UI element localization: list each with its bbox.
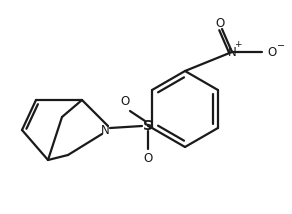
Text: S: S: [143, 119, 153, 133]
Text: +: +: [234, 40, 242, 49]
Text: N: N: [228, 46, 237, 58]
Text: O: O: [120, 95, 130, 107]
Text: N: N: [101, 123, 110, 137]
Text: O: O: [143, 153, 153, 165]
Text: O: O: [267, 46, 277, 58]
Text: O: O: [215, 16, 225, 30]
Text: −: −: [277, 41, 285, 51]
